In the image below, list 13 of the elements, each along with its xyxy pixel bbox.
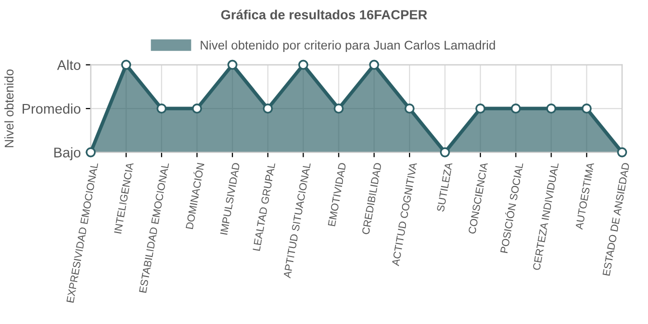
category-label: Bajo — [54, 147, 80, 160]
x-tick-label: LEALTAD GRUPAL — [252, 162, 276, 251]
chart-title: Gráfica de resultados 16FACPER — [221, 10, 428, 20]
x-tick-label: POSICIÓN SOCIAL — [498, 162, 524, 254]
legend-label: Nivel obtenido por criterio para Juan Carlos Lamadrid — [200, 40, 495, 52]
category-label: Alto — [57, 60, 80, 70]
x-tick-label: CERTEZA INDIVIDUAL — [532, 162, 559, 270]
y-axis-title: Nivel obtenido — [4, 69, 14, 148]
x-tick-label: ESTADO DE ANSIEDAD — [602, 162, 630, 276]
category-label: Promedio — [22, 104, 80, 114]
x-tick-label: ACTITUD COGNITIVA — [392, 162, 418, 266]
x-tick-label: SUTILEZA — [436, 162, 452, 212]
x-tick-label: EMOTIVIDAD — [328, 162, 346, 226]
